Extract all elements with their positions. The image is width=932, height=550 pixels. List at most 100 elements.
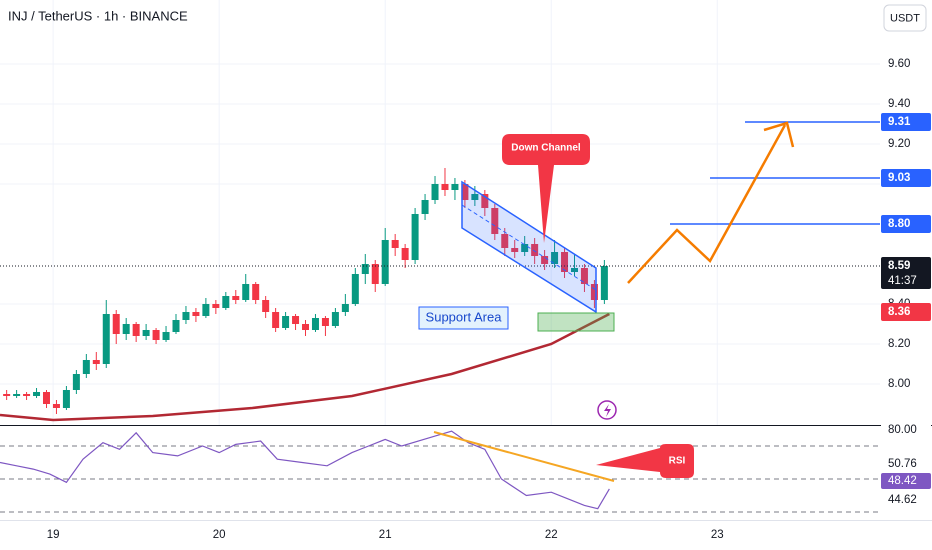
rsi-badge-label: 44.62 [888, 494, 917, 506]
event-bolt [604, 404, 611, 417]
price-badge-label: 8.80 [888, 218, 910, 230]
candle-body [192, 312, 200, 316]
candle-body [411, 214, 419, 260]
candle-body [541, 256, 549, 264]
price-badge-label: 9.03 [888, 172, 910, 184]
last-price-badge [881, 257, 931, 289]
rsi-badge [881, 422, 931, 438]
candle-body [272, 312, 280, 328]
candle-body [401, 248, 409, 260]
support-label: Support Area [426, 309, 503, 324]
candle-body [72, 374, 80, 390]
candle-body [82, 360, 90, 374]
candle-body [262, 300, 270, 312]
candle-body [351, 274, 359, 304]
channel-label: Down Channel [511, 143, 581, 154]
candle-body [471, 194, 479, 200]
y-tick-label: 8.00 [888, 378, 910, 390]
candle-body [381, 240, 389, 284]
rsi-trendline [433, 431, 615, 482]
price-pane [0, 0, 880, 425]
rsi-badge [881, 456, 931, 472]
candle-body [511, 248, 519, 252]
candle-body [431, 184, 439, 200]
rsi-pane [0, 430, 880, 513]
candle-body [580, 268, 588, 284]
support-label-box [418, 306, 509, 330]
last-price-label: 8.59 [888, 260, 910, 272]
event-icon [597, 400, 617, 420]
rsi-callout [596, 444, 694, 478]
candle-body [112, 314, 120, 334]
candle-body [222, 296, 230, 308]
candle-body [152, 330, 160, 340]
candle-body [3, 394, 11, 396]
rsi-badge [881, 473, 931, 489]
rsi-badge-label: 48.42 [888, 475, 917, 487]
candle-body [42, 392, 50, 404]
candle-body [321, 318, 329, 326]
candle-body [421, 200, 429, 214]
candle-body [212, 304, 220, 308]
axes: 9.609.409.209.008.408.208.0019202122239.… [47, 58, 931, 541]
candle-body [162, 332, 170, 340]
candle-body [302, 324, 310, 330]
candle-body [590, 284, 598, 300]
candle-body [570, 268, 578, 272]
candle-body [172, 320, 180, 332]
countdown-label: 41:37 [888, 275, 917, 287]
candle-body [331, 312, 339, 326]
rsi-callout-label: RSI [669, 456, 686, 467]
candle-body [282, 316, 290, 328]
y-tick-label: 9.40 [888, 98, 910, 110]
candle-body [13, 394, 21, 396]
candle-body [561, 252, 569, 272]
y-tick-label: 9.20 [888, 138, 910, 150]
candle-body [202, 304, 210, 316]
rsi-badge [881, 492, 931, 508]
currency-label[interactable]: USDT [890, 12, 920, 24]
price-badge-label: 8.36 [888, 306, 910, 318]
price-badge [881, 303, 931, 321]
candle-body [531, 244, 539, 256]
candle-body [551, 252, 559, 264]
candle-body [521, 244, 529, 252]
x-tick-label: 23 [711, 529, 724, 541]
candle-body [52, 404, 60, 408]
candle-body [292, 316, 300, 324]
price-badge [881, 169, 931, 187]
x-tick-label: 22 [545, 529, 558, 541]
candle-body [252, 284, 260, 300]
projection-arrow [763, 121, 795, 148]
rsi-line [0, 430, 610, 510]
candle-body [451, 184, 459, 190]
candle-body [33, 392, 41, 396]
channel-mid [461, 204, 597, 291]
y-tick-label: 9.60 [888, 58, 910, 70]
price-badge-label: 9.31 [888, 116, 911, 128]
candle-body [481, 194, 489, 208]
candle-body [62, 390, 70, 408]
candle-body [232, 296, 240, 300]
candle-body [102, 314, 110, 364]
rsi-badge-label: 50.76 [888, 458, 917, 470]
channel-callout [502, 134, 590, 243]
x-tick-label: 21 [379, 529, 392, 541]
candle-body [361, 264, 369, 274]
drawings: Support Area Down Channel RSI [418, 121, 795, 482]
candle-body [92, 360, 100, 364]
x-tick-label: 19 [47, 529, 60, 541]
candle-body [132, 324, 140, 336]
y-tick-label: 8.20 [888, 338, 910, 350]
projection-path [627, 124, 787, 284]
currency-button[interactable] [883, 4, 927, 32]
candle-body [600, 266, 608, 300]
x-tick-label: 20 [213, 529, 226, 541]
candle-body [142, 330, 150, 336]
candle-body [461, 184, 469, 200]
price-badge [881, 113, 931, 131]
candle-body [122, 324, 130, 334]
candle-body [371, 264, 379, 284]
price-badge [881, 215, 931, 233]
candle-body [341, 304, 349, 312]
